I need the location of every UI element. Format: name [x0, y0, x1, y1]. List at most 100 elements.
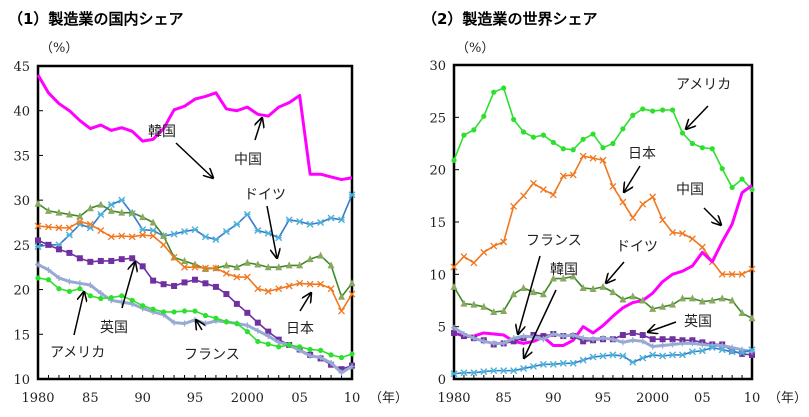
data-point — [171, 309, 177, 315]
data-point — [480, 302, 488, 310]
data-point — [338, 292, 346, 300]
data-point — [317, 354, 324, 361]
data-point — [349, 363, 355, 370]
data-point — [460, 299, 468, 307]
data-point — [149, 218, 157, 226]
data-point — [65, 210, 73, 218]
data-point — [550, 330, 557, 337]
data-point — [729, 184, 735, 191]
data-point — [264, 263, 272, 271]
x-tick-label: 05 — [291, 391, 308, 406]
data-point — [490, 242, 498, 250]
data-point — [559, 274, 567, 282]
data-point — [306, 255, 314, 263]
data-point — [306, 280, 314, 288]
y-tick-label: 20 — [429, 164, 446, 179]
data-point — [149, 227, 157, 235]
data-point — [317, 251, 325, 259]
data-point — [87, 258, 94, 265]
data-point — [599, 352, 607, 360]
x-tick-label: 95 — [595, 391, 612, 406]
data-point — [461, 132, 467, 138]
annotation-arrow — [121, 262, 135, 309]
data-point — [97, 257, 104, 264]
data-point — [254, 319, 261, 326]
annotation-アメリカ: アメリカ — [676, 77, 731, 129]
data-point — [317, 280, 325, 288]
data-point — [129, 255, 136, 262]
data-point — [579, 283, 587, 291]
annotation-label: 日本 — [628, 146, 656, 162]
annotation-arrow — [255, 118, 262, 141]
x-tick-label: 95 — [187, 391, 204, 406]
data-point — [639, 338, 646, 345]
data-point — [255, 338, 261, 345]
data-point — [520, 192, 527, 200]
annotation-中国: 中国 — [234, 118, 262, 168]
data-point — [35, 261, 41, 268]
plot-frame — [452, 63, 754, 381]
x-tick-label: 05 — [694, 391, 711, 406]
data-point — [265, 333, 272, 340]
annotation-arrow — [175, 142, 213, 178]
annotation-英国: 英国 — [648, 313, 712, 332]
y-tick-label: 10 — [13, 373, 30, 388]
data-point — [265, 341, 271, 347]
data-point — [619, 339, 626, 346]
data-point — [640, 106, 646, 112]
data-point — [160, 231, 168, 239]
data-point — [55, 224, 63, 232]
data-point — [619, 352, 627, 360]
data-point — [107, 201, 115, 209]
data-point — [45, 241, 52, 248]
data-point — [254, 227, 262, 235]
data-point — [540, 132, 547, 138]
data-point — [709, 146, 715, 152]
data-point — [560, 333, 567, 340]
data-point — [265, 328, 272, 335]
data-point — [66, 278, 73, 285]
data-point — [139, 213, 147, 221]
data-point — [192, 308, 198, 314]
data-point — [729, 344, 736, 351]
right-chart-title: （2）製造業の世界シェア — [422, 10, 597, 28]
data-point — [579, 356, 587, 364]
data-point — [689, 140, 696, 147]
data-point — [327, 214, 335, 222]
series-韓国 — [450, 344, 756, 378]
annotation-label: 韓国 — [148, 124, 176, 140]
data-point — [510, 202, 518, 210]
data-point — [222, 227, 230, 235]
data-point — [264, 229, 272, 237]
data-point — [212, 264, 220, 272]
left-chart-title: （1）製造業の国内シェア — [8, 10, 183, 28]
data-point — [549, 360, 557, 368]
data-point — [669, 229, 676, 236]
data-point — [490, 340, 497, 347]
data-point — [530, 179, 537, 187]
data-point — [233, 220, 241, 228]
data-point — [118, 196, 126, 204]
data-point — [630, 112, 636, 118]
data-point — [275, 285, 283, 293]
data-point — [738, 349, 746, 357]
series-フランス — [451, 324, 755, 355]
annotation-arrow — [518, 255, 541, 334]
data-point — [338, 307, 345, 315]
data-point — [679, 130, 686, 136]
annotation-日本: 日本 — [624, 146, 656, 192]
data-point — [629, 292, 637, 300]
data-point — [688, 348, 696, 356]
data-point — [559, 359, 567, 367]
data-point — [55, 246, 62, 253]
data-point — [244, 329, 250, 335]
annotation-label: 中国 — [234, 152, 262, 168]
data-point — [599, 282, 607, 290]
data-point — [520, 129, 527, 135]
x-tick-label: 1980 — [21, 391, 54, 406]
data-point — [223, 319, 229, 325]
data-point — [76, 255, 83, 262]
annotation-韓国: 韓国 — [524, 262, 578, 358]
data-point — [97, 200, 105, 208]
data-point — [550, 139, 556, 146]
